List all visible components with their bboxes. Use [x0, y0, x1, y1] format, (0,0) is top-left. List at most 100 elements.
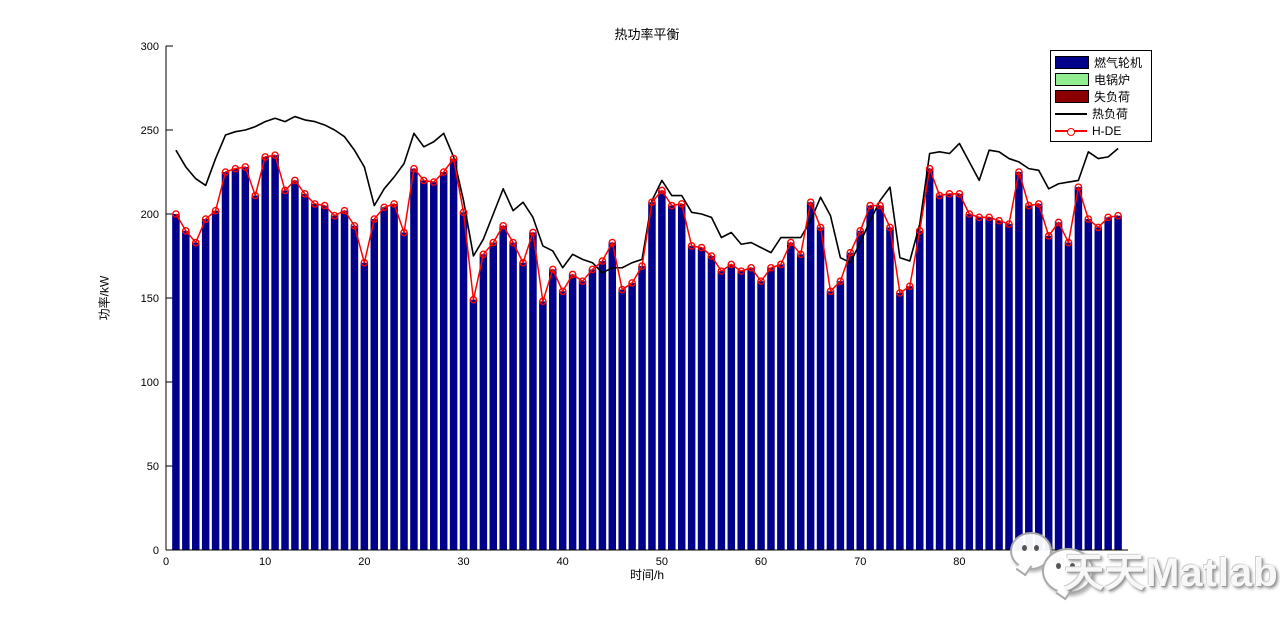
hde-marker [489, 238, 498, 247]
hde-marker [717, 267, 726, 275]
legend-entry: 电锅炉 [1051, 71, 1151, 88]
hde-marker [340, 206, 349, 215]
x-tick-label: 20 [358, 556, 370, 568]
hde-marker [777, 260, 785, 269]
hde-marker [459, 208, 468, 217]
bar [896, 292, 904, 550]
legend-label: 热负荷 [1092, 107, 1129, 121]
bar [1015, 172, 1023, 550]
y-axis-label: 功率/kW [97, 275, 112, 321]
x-tick-label: 0 [163, 556, 169, 568]
bar [1034, 203, 1043, 551]
bar [519, 262, 527, 550]
bar [906, 286, 914, 550]
hde-marker [221, 168, 230, 176]
hde-marker [628, 279, 636, 287]
hde-marker [1054, 218, 1063, 227]
bar [806, 202, 815, 551]
bar [836, 281, 845, 550]
hde-marker [806, 198, 815, 207]
bar [261, 156, 269, 550]
legend-marker-circle [1067, 127, 1075, 136]
bar [985, 217, 993, 551]
bar [598, 261, 607, 550]
bar [221, 172, 230, 550]
hde-marker [588, 265, 597, 274]
bar [697, 247, 706, 550]
bar [360, 262, 369, 550]
hde-marker [172, 210, 180, 218]
legend-swatch-line [1055, 112, 1087, 115]
y-tick-label: 50 [147, 461, 159, 473]
hde-marker [1044, 232, 1053, 240]
hde-marker [558, 287, 567, 296]
hde-marker [1114, 211, 1122, 220]
bar [856, 230, 864, 551]
hde-marker [727, 260, 736, 269]
bar [430, 182, 438, 550]
bar [1094, 227, 1102, 550]
bar [866, 205, 874, 550]
bar [826, 291, 835, 550]
legend-entry: 燃气轮机 [1051, 54, 1151, 71]
hde-marker [836, 277, 845, 286]
bar [420, 180, 428, 550]
hde-marker [390, 200, 398, 208]
bar [340, 210, 349, 550]
legend-label: 电锅炉 [1094, 73, 1131, 87]
bar [995, 220, 1003, 550]
hde-marker [925, 164, 934, 173]
bar [509, 242, 517, 550]
y-tick-label: 100 [141, 377, 159, 389]
hde-marker [935, 191, 944, 200]
hde-marker [866, 201, 874, 210]
x-tick-label: 40 [557, 556, 569, 568]
hde-marker [380, 203, 388, 212]
legend-entry: 热负荷 [1051, 105, 1151, 122]
bar [201, 219, 210, 551]
hde-marker [687, 242, 696, 250]
bar [578, 281, 587, 550]
hde-marker [281, 186, 289, 195]
hde-marker [707, 252, 716, 260]
bar [925, 168, 934, 550]
bar [251, 195, 260, 550]
bar [469, 299, 478, 550]
bar [757, 281, 765, 550]
bar [816, 227, 825, 550]
bar [231, 168, 240, 550]
hde-marker [787, 238, 795, 247]
bar [479, 254, 488, 550]
y-tick-label: 300 [141, 41, 159, 53]
hde-marker [1005, 220, 1013, 228]
hde-marker [301, 190, 309, 198]
bar [876, 205, 884, 550]
y-tick-label: 200 [141, 209, 159, 221]
hde-marker [1034, 200, 1043, 208]
hde-marker [638, 262, 646, 270]
hde-marker [955, 190, 964, 198]
hde-marker [1064, 238, 1073, 247]
hde-marker [429, 178, 438, 186]
x-tick-label: 30 [457, 556, 469, 568]
bar [330, 215, 339, 550]
hde-marker [1015, 168, 1023, 176]
hde-marker [816, 223, 825, 232]
y-tick-label: 0 [153, 545, 159, 557]
bar [281, 190, 289, 551]
bar [618, 289, 626, 550]
bar [677, 203, 686, 551]
hde-marker [1104, 213, 1112, 222]
legend-label: H-DE [1092, 123, 1122, 138]
bar [707, 256, 716, 550]
hde-marker [291, 176, 299, 185]
bar [400, 232, 408, 551]
hde-marker [469, 295, 478, 304]
bar [499, 225, 507, 550]
bar [588, 269, 597, 550]
bar [687, 245, 696, 551]
hde-marker [906, 282, 914, 291]
x-tick-label: 10 [259, 556, 271, 568]
